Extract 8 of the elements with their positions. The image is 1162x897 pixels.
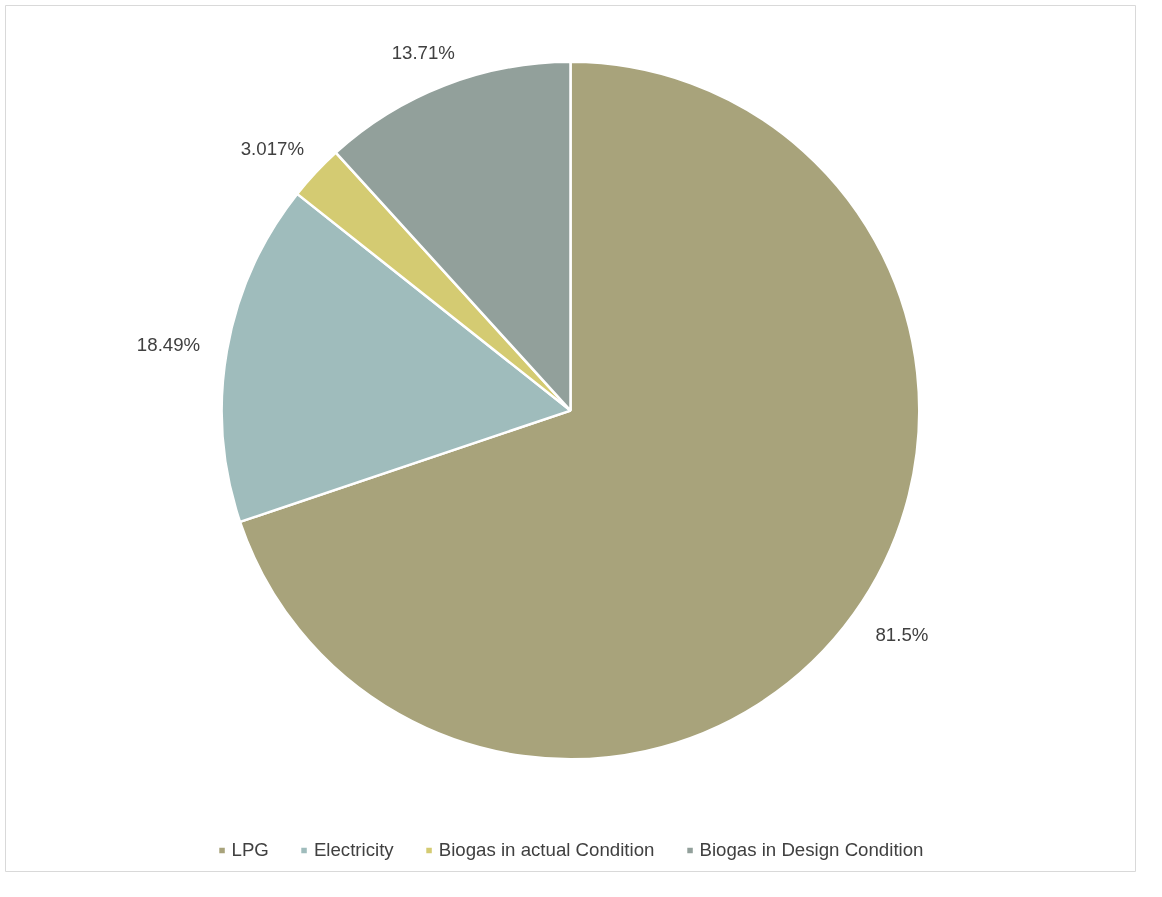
data-label: 81.5% bbox=[875, 624, 929, 646]
data-label: 3.017% bbox=[240, 137, 304, 159]
data-label: 13.71% bbox=[391, 41, 455, 63]
legend-label: Biogas in actual Condition bbox=[438, 839, 655, 861]
legend-label: Biogas in Design Condition bbox=[699, 839, 924, 861]
legend-label: LPG bbox=[231, 839, 269, 861]
data-label: 18.49% bbox=[136, 334, 201, 356]
legend-label: Electricity bbox=[313, 839, 394, 861]
